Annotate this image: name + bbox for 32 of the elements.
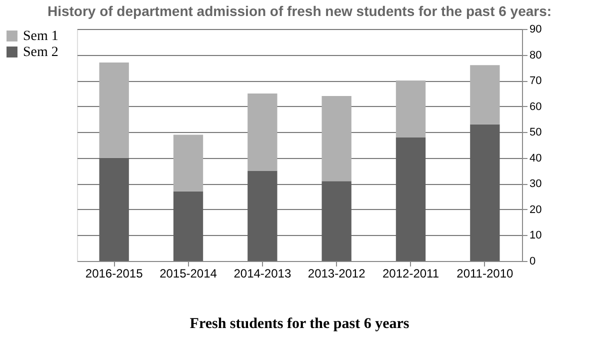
- chart-title: History of department admission of fresh new students for the past 6 years:: [47, 3, 552, 19]
- x-tick-label: 2014-2013: [234, 266, 292, 280]
- x-tick-label: 2013-2012: [308, 266, 366, 280]
- legend-label: Sem 1: [23, 29, 58, 44]
- x-tick-label: 2012-2011: [382, 266, 440, 280]
- bar: [173, 191, 204, 261]
- x-tick-label: 2015-2014: [160, 266, 218, 280]
- bar: [322, 96, 352, 182]
- bar: [322, 181, 352, 261]
- y-tick-label: 10: [530, 230, 542, 242]
- y-tick-label: 40: [530, 152, 542, 164]
- y-tick-label: 60: [530, 100, 542, 113]
- y-tick-label: 50: [530, 126, 542, 139]
- bar: [99, 158, 129, 261]
- y-tick-label: 80: [530, 49, 542, 62]
- y-tick-label: 30: [530, 178, 542, 190]
- bar: [396, 80, 426, 138]
- y-tick-label: 20: [530, 204, 542, 216]
- bar: [470, 65, 500, 124]
- bar: [173, 134, 204, 192]
- y-tick-label: 90: [530, 24, 542, 36]
- bar: [470, 124, 500, 261]
- x-tick-label: 2011-2010: [456, 266, 514, 280]
- bar: [396, 137, 426, 261]
- bar: [248, 170, 278, 261]
- x-tick-label: 2016-2015: [85, 266, 144, 280]
- bar: [248, 93, 278, 171]
- y-tick-label: 0: [530, 256, 536, 268]
- bar: [99, 62, 129, 158]
- legend-label: Sem 2: [23, 45, 58, 60]
- text: Fresh students for the past 6 years: [190, 316, 410, 332]
- y-tick-label: 70: [530, 75, 542, 88]
